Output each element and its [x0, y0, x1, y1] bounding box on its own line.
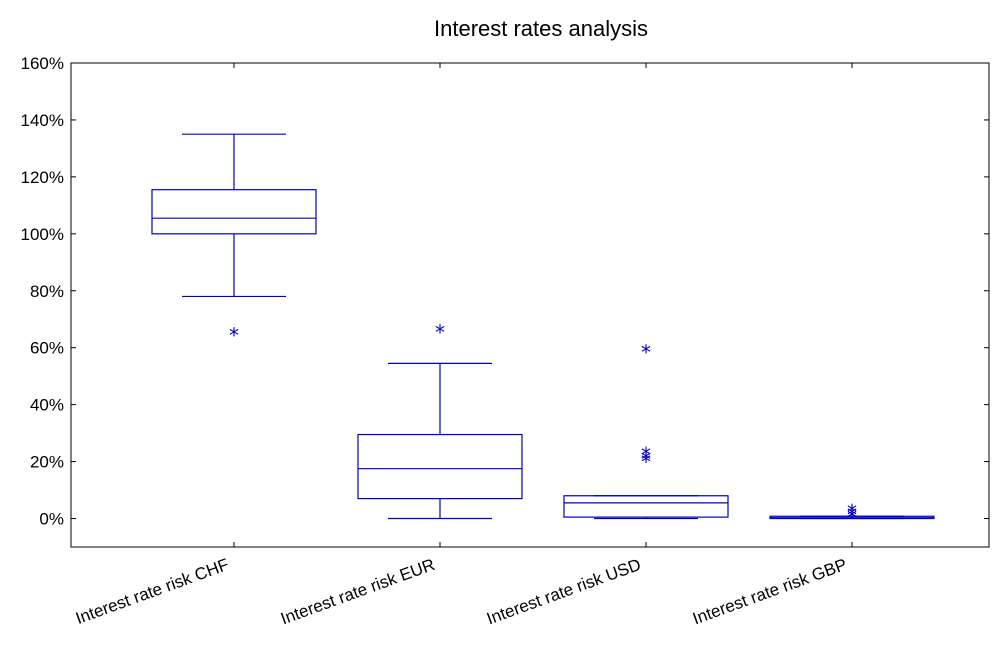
outlier-marker: * — [847, 500, 857, 524]
chart-title: Interest rates analysis — [434, 16, 648, 41]
x-category-label: Interest rate risk USD — [484, 555, 643, 628]
outlier-marker: * — [641, 341, 651, 365]
outlier-marker: * — [847, 506, 857, 530]
outlier-marker: * — [641, 443, 651, 467]
y-tick-label: 120% — [21, 168, 64, 187]
y-tick-label: 20% — [30, 453, 64, 472]
box-series: * ******** — [151, 133, 935, 530]
y-tick-label: 40% — [30, 396, 64, 415]
y-tick-label: 140% — [21, 111, 64, 130]
y-tick-label: 100% — [21, 225, 64, 244]
outlier-marker: * — [641, 447, 651, 471]
outlier-marker: * — [229, 323, 239, 347]
x-category-label: Interest rate risk GBP — [690, 555, 849, 628]
plot-area-frame — [70, 62, 990, 548]
x-axis: Interest rate risk CHF Interest rate risk… — [73, 63, 853, 628]
box-3: **** — [563, 341, 729, 520]
outlier-marker: * — [435, 321, 445, 345]
outlier-marker: * — [641, 450, 651, 474]
y-tick-label: 160% — [21, 54, 64, 73]
y-tick-label: 80% — [30, 282, 64, 301]
box-1: * — [151, 133, 317, 347]
y-tick-label: 0% — [39, 510, 64, 529]
box-4: *** — [769, 500, 935, 530]
y-tick-label: 60% — [30, 339, 64, 358]
y-axis: 0% 20% 40% 60% 80% 100% 120% 140% 160% — [21, 54, 989, 529]
interquartile-box — [151, 189, 317, 235]
interquartile-box — [563, 495, 729, 518]
x-category-label: Interest rate risk EUR — [278, 555, 437, 628]
x-category-label: Interest rate risk CHF — [73, 555, 231, 628]
outlier-marker: * — [847, 503, 857, 527]
box-2: * — [357, 321, 523, 520]
interquartile-box — [357, 433, 523, 500]
